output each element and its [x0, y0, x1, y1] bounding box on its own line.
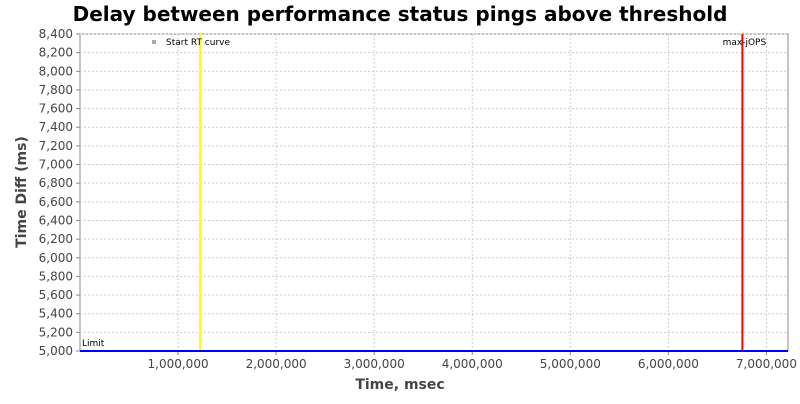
- x-axis-label: Time, msec: [355, 377, 444, 393]
- y-tick-label: 5,400: [39, 307, 73, 321]
- y-tick-label: 6,600: [39, 195, 73, 209]
- marker-label: max-jOPS: [723, 38, 767, 48]
- y-axis-label: Time Diff (ms): [14, 136, 30, 248]
- y-tick-label: 5,000: [39, 344, 73, 358]
- y-tick-label: 6,800: [39, 176, 73, 190]
- y-tick-label: 7,000: [39, 158, 73, 172]
- y-tick-label: 7,200: [39, 139, 73, 153]
- y-tick-label: 7,600: [39, 102, 73, 116]
- x-tick-label: 5,000,000: [540, 357, 601, 371]
- x-tick-label: 1,000,000: [148, 357, 209, 371]
- y-tick-label: 5,800: [39, 269, 73, 283]
- x-tick-label: 3,000,000: [344, 357, 405, 371]
- y-tick-label: 6,000: [39, 251, 73, 265]
- x-tick-label: 6,000,000: [638, 357, 699, 371]
- x-tick-label: 7,000,000: [736, 357, 797, 371]
- y-tick-label: 8,200: [39, 46, 73, 60]
- legend-swatch: [152, 40, 156, 44]
- plot-area: [79, 33, 789, 352]
- limit-label: Limit: [82, 339, 105, 349]
- y-tick-label: 8,400: [39, 27, 73, 41]
- y-tick-label: 6,400: [39, 213, 73, 227]
- y-tick-label: 5,600: [39, 288, 73, 302]
- y-tick-label: 5,200: [39, 325, 73, 339]
- y-tick-label: 6,200: [39, 232, 73, 246]
- x-tick-label: 4,000,000: [442, 357, 503, 371]
- chart-title: Delay between performance status pings a…: [73, 2, 728, 26]
- y-tick-label: 7,800: [39, 83, 73, 97]
- x-tick-label: 2,000,000: [246, 357, 307, 371]
- y-tick-label: 8,000: [39, 64, 73, 78]
- legend-label: Start RT curve: [166, 38, 230, 48]
- y-tick-label: 7,400: [39, 120, 73, 134]
